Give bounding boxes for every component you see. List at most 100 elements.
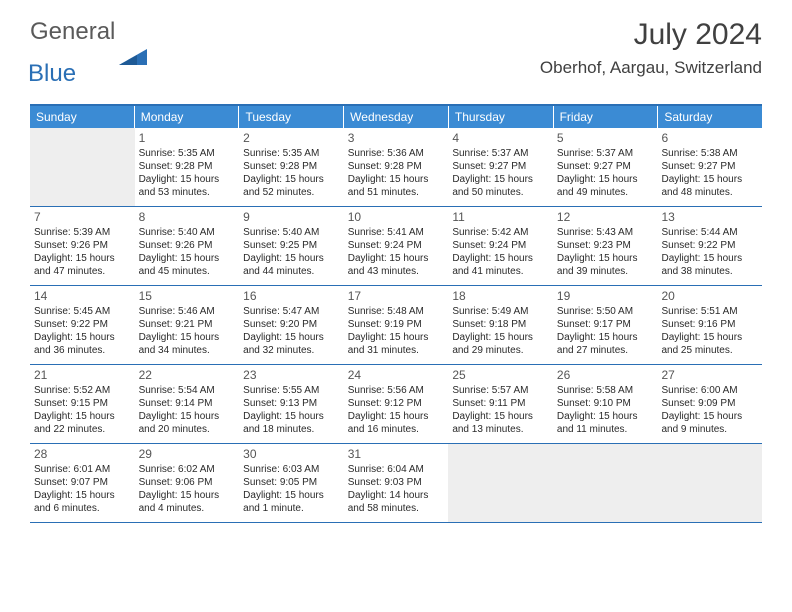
day-sunrise: Sunrise: 5:48 AM [348, 306, 445, 319]
day-daylight2: and 44 minutes. [243, 266, 340, 279]
day-daylight1: Daylight: 15 hours [452, 174, 549, 187]
title-block: July 2024 Oberhof, Aargau, Switzerland [540, 18, 762, 78]
day-cell: 16Sunrise: 5:47 AMSunset: 9:20 PMDayligh… [239, 286, 344, 364]
day-sunrise: Sunrise: 6:01 AM [34, 464, 131, 477]
day-daylight1: Daylight: 15 hours [139, 332, 236, 345]
day-sunrise: Sunrise: 5:58 AM [557, 385, 654, 398]
day-sunset: Sunset: 9:13 PM [243, 398, 340, 411]
day-sunset: Sunset: 9:12 PM [348, 398, 445, 411]
day-sunrise: Sunrise: 5:57 AM [452, 385, 549, 398]
month-title: July 2024 [540, 18, 762, 52]
day-cell: 26Sunrise: 5:58 AMSunset: 9:10 PMDayligh… [553, 365, 658, 443]
day-cell: 11Sunrise: 5:42 AMSunset: 9:24 PMDayligh… [448, 207, 553, 285]
day-cell: 31Sunrise: 6:04 AMSunset: 9:03 PMDayligh… [344, 444, 449, 522]
week-row: 28Sunrise: 6:01 AMSunset: 9:07 PMDayligh… [30, 444, 762, 523]
day-sunrise: Sunrise: 5:40 AM [243, 227, 340, 240]
day-daylight1: Daylight: 15 hours [243, 174, 340, 187]
day-sunrise: Sunrise: 5:56 AM [348, 385, 445, 398]
day-number: 29 [139, 447, 236, 462]
day-number: 9 [243, 210, 340, 225]
day-sunset: Sunset: 9:16 PM [661, 319, 758, 332]
day-daylight2: and 16 minutes. [348, 424, 445, 437]
day-daylight1: Daylight: 15 hours [661, 174, 758, 187]
day-sunset: Sunset: 9:27 PM [557, 161, 654, 174]
day-daylight2: and 31 minutes. [348, 345, 445, 358]
day-cell: 6Sunrise: 5:38 AMSunset: 9:27 PMDaylight… [657, 128, 762, 206]
day-cell: 21Sunrise: 5:52 AMSunset: 9:15 PMDayligh… [30, 365, 135, 443]
day-cell: 5Sunrise: 5:37 AMSunset: 9:27 PMDaylight… [553, 128, 658, 206]
day-cell: 1Sunrise: 5:35 AMSunset: 9:28 PMDaylight… [135, 128, 240, 206]
weekday-tuesday: Tuesday [239, 106, 344, 128]
day-daylight2: and 11 minutes. [557, 424, 654, 437]
day-number: 3 [348, 131, 445, 146]
day-cell: 22Sunrise: 5:54 AMSunset: 9:14 PMDayligh… [135, 365, 240, 443]
day-sunset: Sunset: 9:21 PM [139, 319, 236, 332]
day-sunset: Sunset: 9:03 PM [348, 477, 445, 490]
day-daylight1: Daylight: 15 hours [243, 411, 340, 424]
day-sunset: Sunset: 9:28 PM [348, 161, 445, 174]
day-daylight1: Daylight: 15 hours [34, 411, 131, 424]
day-number: 19 [557, 289, 654, 304]
day-daylight2: and 32 minutes. [243, 345, 340, 358]
logo: General Blue [30, 18, 147, 88]
day-cell: 28Sunrise: 6:01 AMSunset: 9:07 PMDayligh… [30, 444, 135, 522]
day-sunset: Sunset: 9:24 PM [452, 240, 549, 253]
day-number: 25 [452, 368, 549, 383]
day-cell-empty [553, 444, 658, 522]
day-daylight2: and 51 minutes. [348, 187, 445, 200]
header: General Blue July 2024 Oberhof, Aargau, … [0, 0, 792, 96]
day-sunrise: Sunrise: 6:00 AM [661, 385, 758, 398]
day-cell: 12Sunrise: 5:43 AMSunset: 9:23 PMDayligh… [553, 207, 658, 285]
day-cell: 27Sunrise: 6:00 AMSunset: 9:09 PMDayligh… [657, 365, 762, 443]
weeks-container: 1Sunrise: 5:35 AMSunset: 9:28 PMDaylight… [30, 128, 762, 523]
weekday-sunday: Sunday [30, 106, 135, 128]
day-number: 18 [452, 289, 549, 304]
day-daylight1: Daylight: 15 hours [557, 253, 654, 266]
week-row: 7Sunrise: 5:39 AMSunset: 9:26 PMDaylight… [30, 207, 762, 286]
day-sunset: Sunset: 9:10 PM [557, 398, 654, 411]
day-sunrise: Sunrise: 5:37 AM [452, 148, 549, 161]
day-number: 14 [34, 289, 131, 304]
day-daylight1: Daylight: 15 hours [34, 332, 131, 345]
day-daylight1: Daylight: 15 hours [34, 490, 131, 503]
day-sunrise: Sunrise: 5:51 AM [661, 306, 758, 319]
day-daylight1: Daylight: 15 hours [139, 490, 236, 503]
weekday-friday: Friday [554, 106, 659, 128]
day-sunset: Sunset: 9:14 PM [139, 398, 236, 411]
logo-text-blue: Blue [28, 60, 115, 88]
day-daylight2: and 49 minutes. [557, 187, 654, 200]
day-cell: 10Sunrise: 5:41 AMSunset: 9:24 PMDayligh… [344, 207, 449, 285]
day-sunset: Sunset: 9:18 PM [452, 319, 549, 332]
day-daylight1: Daylight: 15 hours [661, 332, 758, 345]
day-number: 20 [661, 289, 758, 304]
day-sunrise: Sunrise: 5:52 AM [34, 385, 131, 398]
day-number: 11 [452, 210, 549, 225]
day-daylight1: Daylight: 15 hours [452, 332, 549, 345]
day-sunset: Sunset: 9:22 PM [661, 240, 758, 253]
day-sunrise: Sunrise: 5:42 AM [452, 227, 549, 240]
day-cell: 29Sunrise: 6:02 AMSunset: 9:06 PMDayligh… [135, 444, 240, 522]
day-daylight1: Daylight: 15 hours [452, 411, 549, 424]
day-number: 24 [348, 368, 445, 383]
weekday-wednesday: Wednesday [344, 106, 449, 128]
day-daylight2: and 1 minute. [243, 503, 340, 516]
day-sunrise: Sunrise: 5:46 AM [139, 306, 236, 319]
day-sunset: Sunset: 9:24 PM [348, 240, 445, 253]
day-sunset: Sunset: 9:26 PM [139, 240, 236, 253]
day-cell: 14Sunrise: 5:45 AMSunset: 9:22 PMDayligh… [30, 286, 135, 364]
day-daylight2: and 36 minutes. [34, 345, 131, 358]
day-daylight1: Daylight: 15 hours [348, 253, 445, 266]
day-daylight2: and 47 minutes. [34, 266, 131, 279]
week-row: 21Sunrise: 5:52 AMSunset: 9:15 PMDayligh… [30, 365, 762, 444]
day-daylight2: and 29 minutes. [452, 345, 549, 358]
day-sunrise: Sunrise: 5:54 AM [139, 385, 236, 398]
day-daylight1: Daylight: 15 hours [243, 253, 340, 266]
day-sunset: Sunset: 9:09 PM [661, 398, 758, 411]
day-number: 13 [661, 210, 758, 225]
day-number: 5 [557, 131, 654, 146]
day-sunset: Sunset: 9:27 PM [661, 161, 758, 174]
day-daylight2: and 53 minutes. [139, 187, 236, 200]
day-sunrise: Sunrise: 5:36 AM [348, 148, 445, 161]
day-sunrise: Sunrise: 5:38 AM [661, 148, 758, 161]
day-number: 12 [557, 210, 654, 225]
